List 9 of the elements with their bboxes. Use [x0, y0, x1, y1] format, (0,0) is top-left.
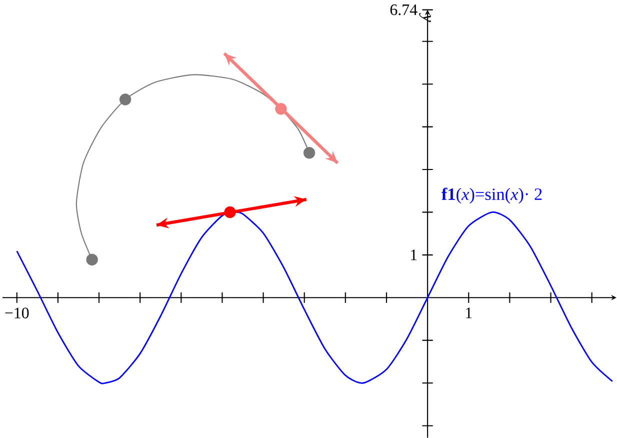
point [86, 254, 98, 266]
point [303, 146, 316, 159]
series-label: f1(x)=sin(x)· 2 [442, 188, 542, 204]
point [275, 102, 287, 115]
x-tick-label: −10 [5, 308, 29, 318]
y-axis-title: y [419, 12, 431, 22]
y-tick-label: 6.74 [390, 4, 418, 16]
point [224, 206, 236, 218]
point [119, 94, 132, 106]
